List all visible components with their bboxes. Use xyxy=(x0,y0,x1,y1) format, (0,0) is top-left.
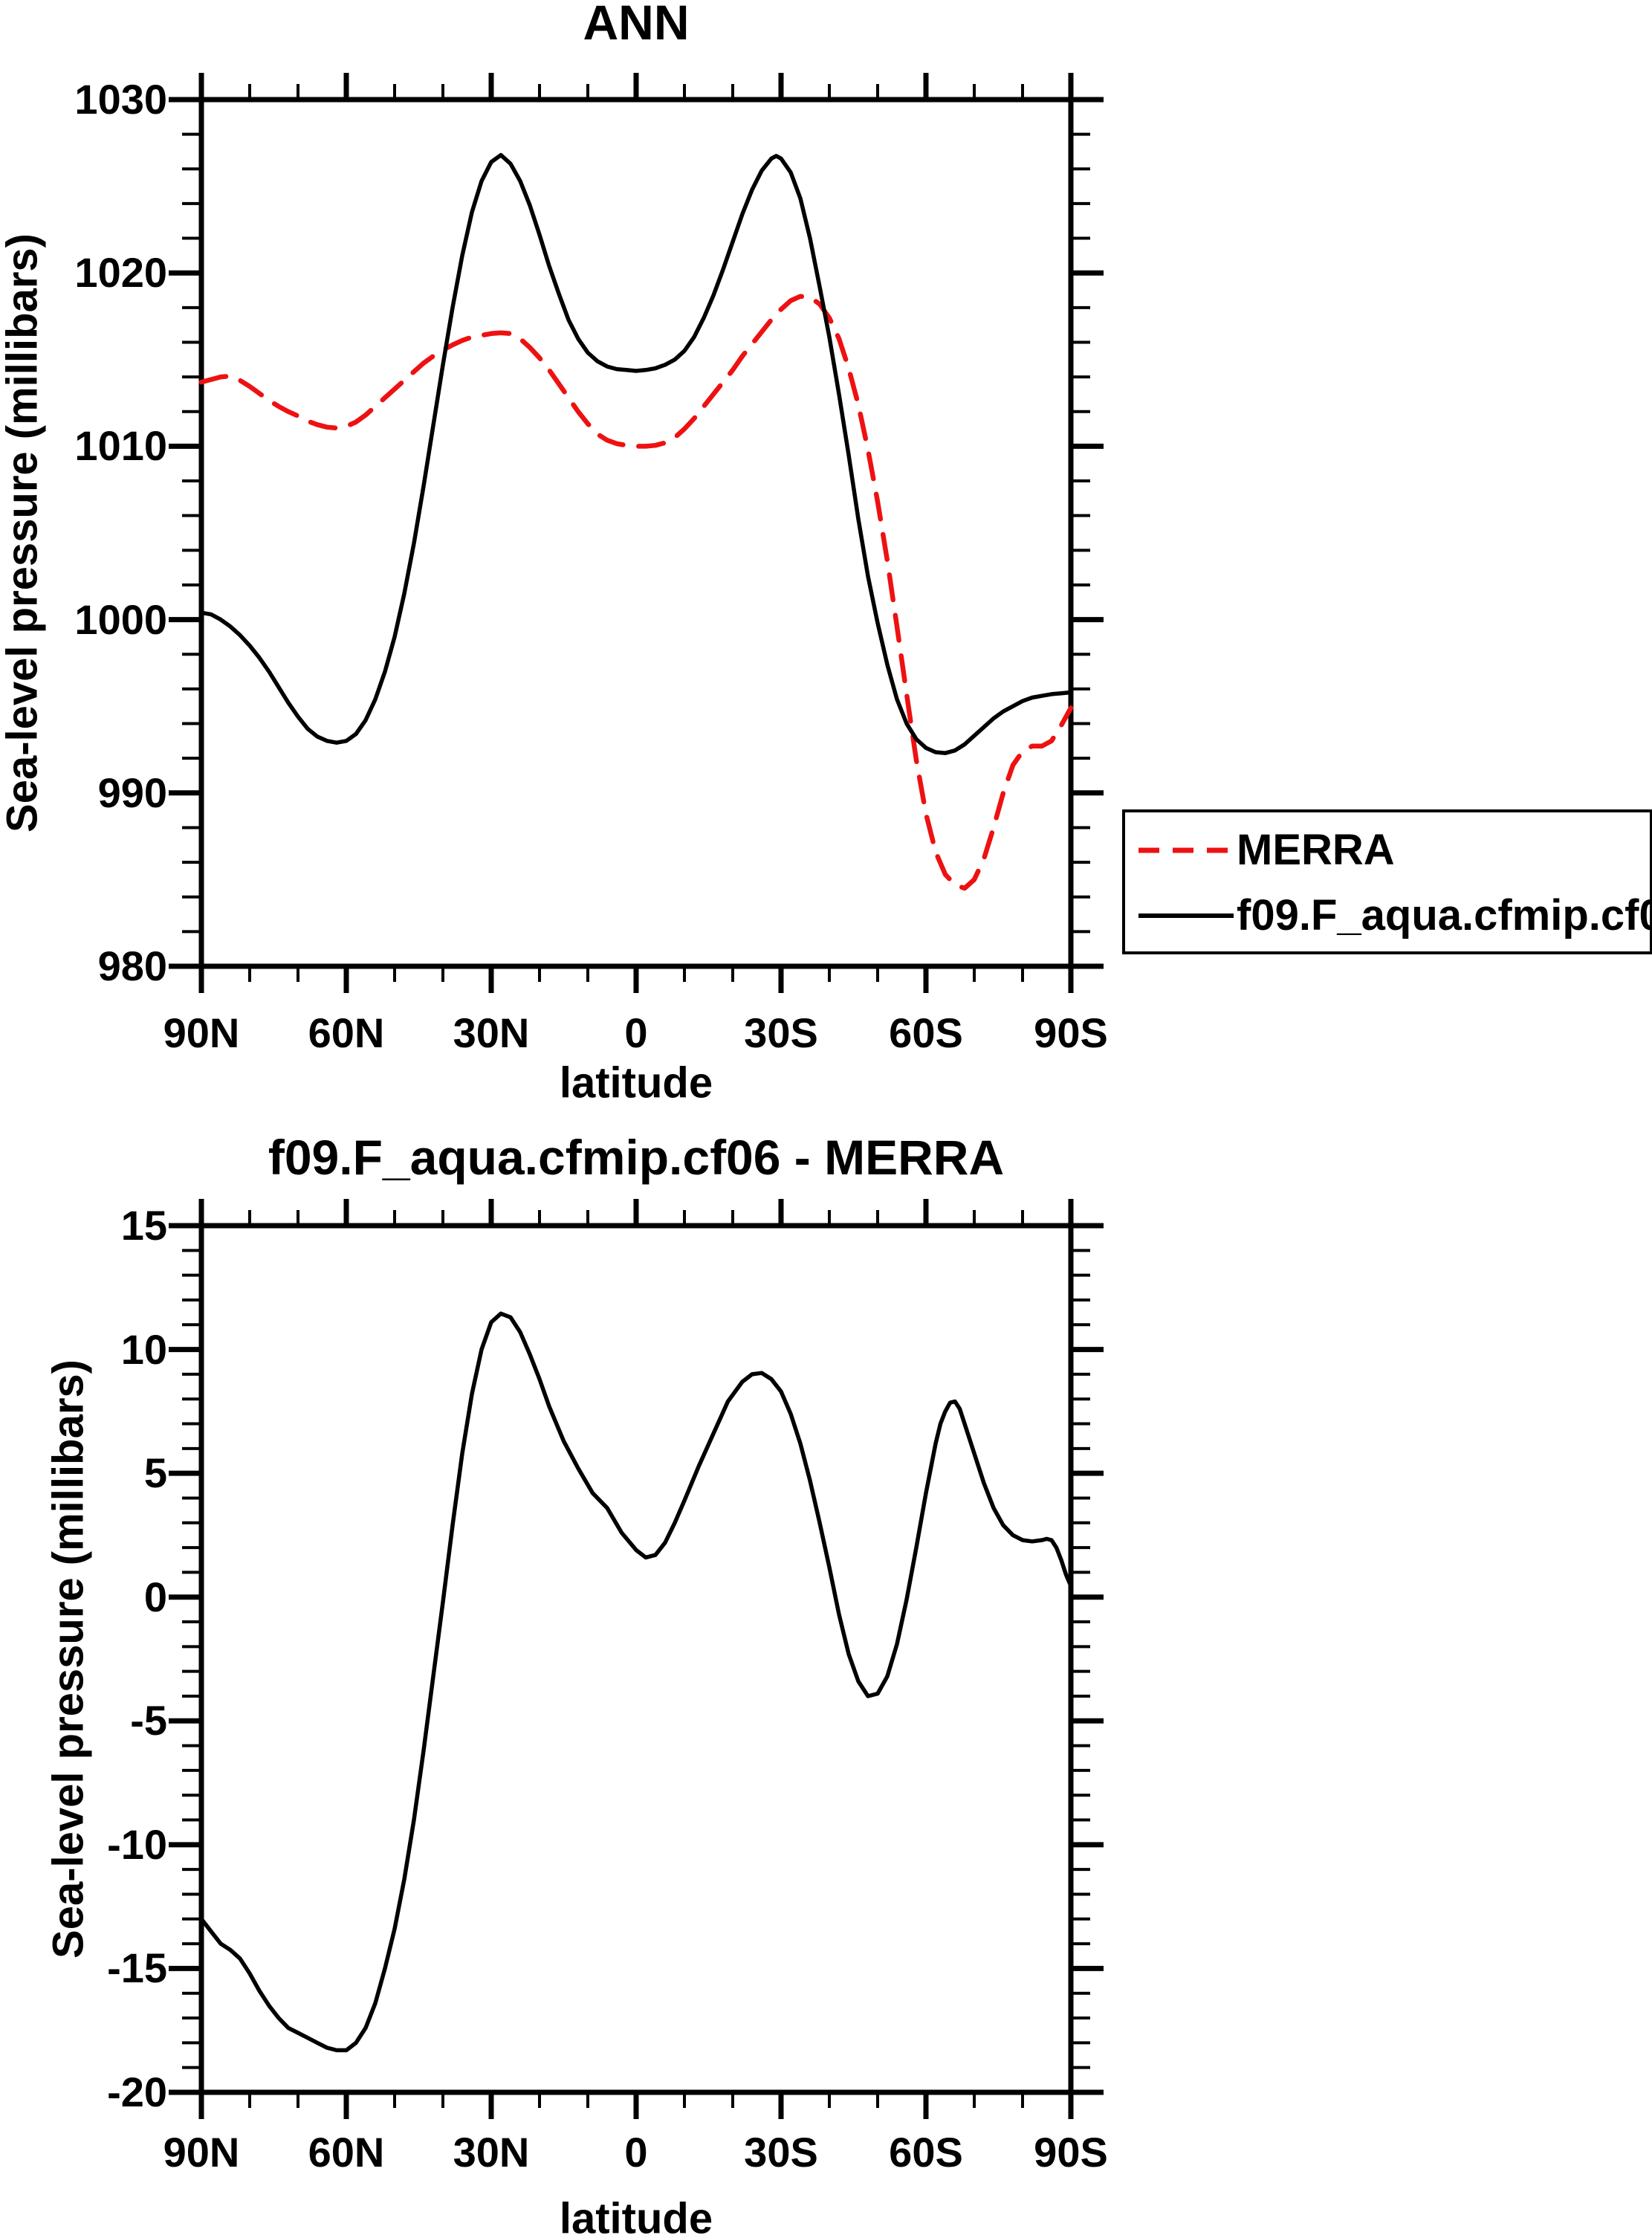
top-panel-title: ANN xyxy=(583,0,690,50)
y-tick-label: 5 xyxy=(143,1449,167,1497)
x-tick-label: 30N xyxy=(453,2129,530,2176)
panel-2-frame xyxy=(198,1223,1074,2095)
x-tick-label: 90S xyxy=(1034,2129,1108,2176)
legend-label-model: f09.F_aqua.cfmip.cf06 xyxy=(1237,891,1652,939)
model-solid-line-sample xyxy=(1138,913,1234,918)
x-tick-label: 60N xyxy=(308,2129,385,2176)
y-tick-label: 10 xyxy=(120,1325,167,1373)
merra-dashed-line-sample xyxy=(1138,847,1234,853)
series-merra xyxy=(198,294,1074,891)
x-tick-label: 60S xyxy=(889,1009,963,1056)
y-tick-label: 15 xyxy=(120,1202,167,1249)
panel-1-frame xyxy=(198,97,1074,969)
y-tick-label: -5 xyxy=(130,1697,167,1744)
y-tick-label: 1010 xyxy=(74,422,167,470)
x-tick-label: 0 xyxy=(624,1009,648,1056)
x-tick-label: 0 xyxy=(624,2129,648,2176)
x-tick-label: 30S xyxy=(744,1009,818,1056)
y-tick-label: 1030 xyxy=(74,76,167,123)
x-tick-label: 90N xyxy=(163,2129,240,2176)
y-tick-label: 990 xyxy=(97,769,167,816)
x-tick-label: 90N xyxy=(163,1009,240,1056)
x-tick-label: 30S xyxy=(744,2129,818,2176)
y-tick-label: 0 xyxy=(143,1573,167,1620)
y-tick-label: -10 xyxy=(107,1820,167,1868)
series-f09-f-aqua-cfmip-cf06 xyxy=(199,152,1073,755)
x-tick-label: 30N xyxy=(453,1009,530,1056)
legend: MERRA f09.F_aqua.cfmip.cf06 xyxy=(1122,809,1652,954)
bottom-panel-y-axis-label: Sea-level pressure (millibars) xyxy=(44,1359,93,1959)
y-tick-label: 1020 xyxy=(74,249,167,297)
x-tick-label: 60S xyxy=(889,2129,963,2176)
top-panel-x-axis-label: latitude xyxy=(559,1058,713,1107)
bottom-panel-x-axis-label: latitude xyxy=(559,2194,713,2238)
legend-label-merra: MERRA xyxy=(1237,826,1395,874)
y-tick-label: -15 xyxy=(107,1944,167,1992)
y-tick-label: 980 xyxy=(97,942,167,989)
y-tick-label: -20 xyxy=(107,2069,167,2115)
bottom-panel-title: f09.F_aqua.cfmip.cf06 - MERRA xyxy=(268,1130,1005,1185)
y-tick-label: 1000 xyxy=(74,595,167,643)
series-f09-f-aqua-cfmip-cf06-merra xyxy=(199,1311,1073,2053)
x-tick-label: 60N xyxy=(308,1009,385,1056)
x-tick-label: 90S xyxy=(1034,1009,1108,1056)
top-panel-y-axis-label: Sea-level pressure (millibars) xyxy=(0,233,47,832)
